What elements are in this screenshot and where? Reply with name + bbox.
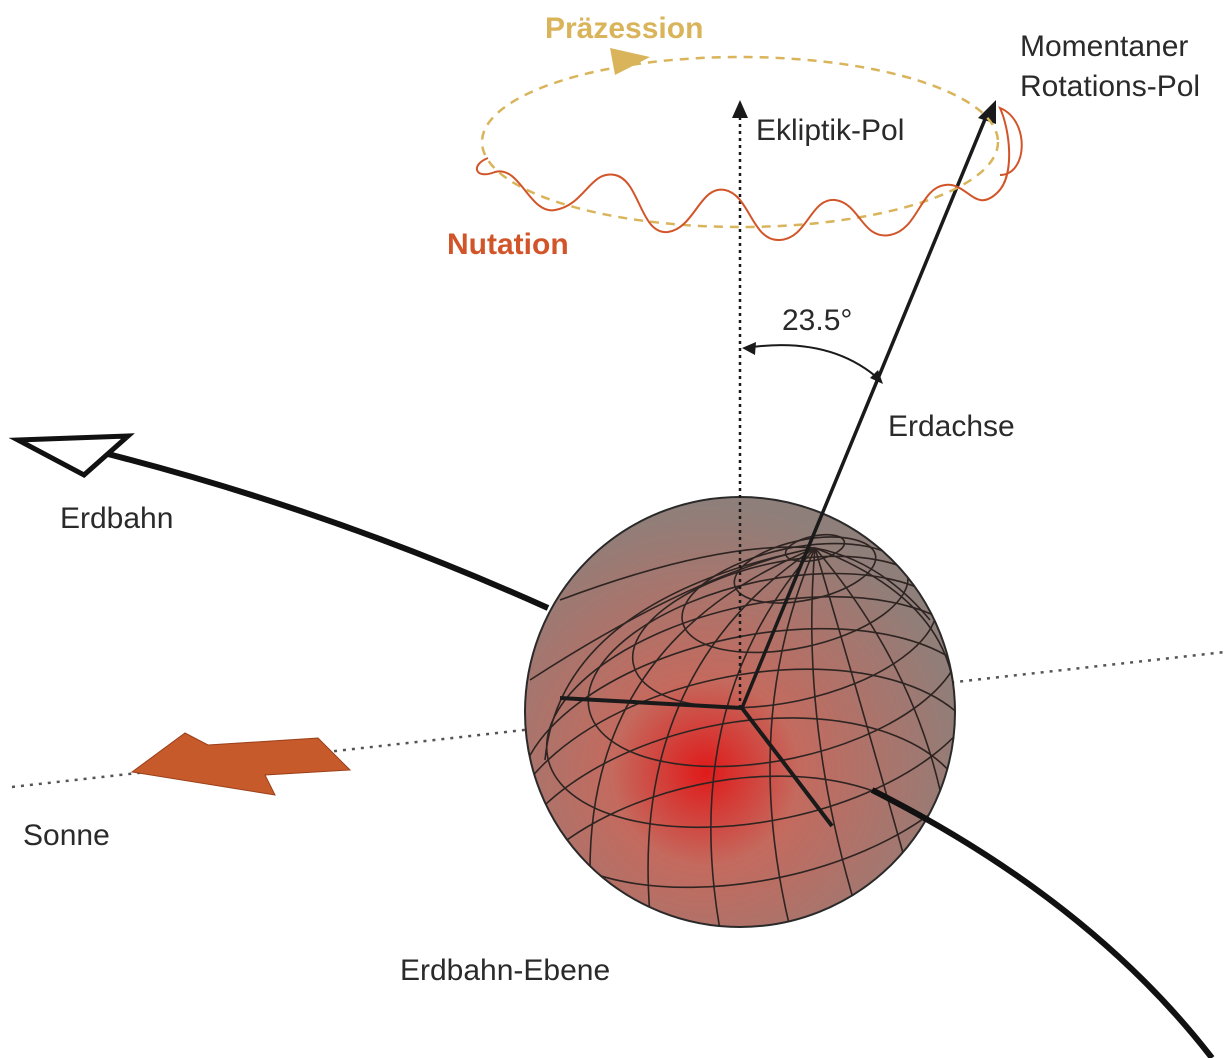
earth-globe (524, 496, 956, 928)
precession-ellipse (480, 55, 1000, 229)
label-nutation: Nutation (447, 228, 569, 261)
label-praezession: Präzession (545, 12, 703, 45)
label-sonne: Sonne (23, 819, 110, 852)
ecliptic-plane-line (11, 650, 1226, 789)
sun-arrow (130, 732, 352, 796)
label-rotations-pol-line1: Momentaner (1020, 30, 1188, 63)
label-erdachse: Erdachse (888, 410, 1015, 443)
earth-axis-arrowhead (978, 100, 996, 124)
orbit-curve-left (99, 449, 550, 611)
label-erdbahn: Erdbahn (60, 502, 173, 535)
precession-arrowhead (610, 48, 650, 75)
label-erdbahn-ebene: Erdbahn-Ebene (400, 954, 610, 987)
nutation-curve (476, 106, 1023, 242)
orbit-curve-right (870, 787, 1215, 1058)
label-ekliptik-pol: Ekliptik-Pol (756, 114, 904, 147)
angle-arc (744, 344, 881, 381)
orbit-arrowhead (8, 433, 135, 479)
earth-axis-line (740, 111, 990, 709)
ecliptic-pole-arrowhead (732, 100, 748, 118)
label-angle: 23.5° (782, 304, 852, 337)
label-rotations-pol-line2: Rotations-Pol (1020, 70, 1200, 103)
